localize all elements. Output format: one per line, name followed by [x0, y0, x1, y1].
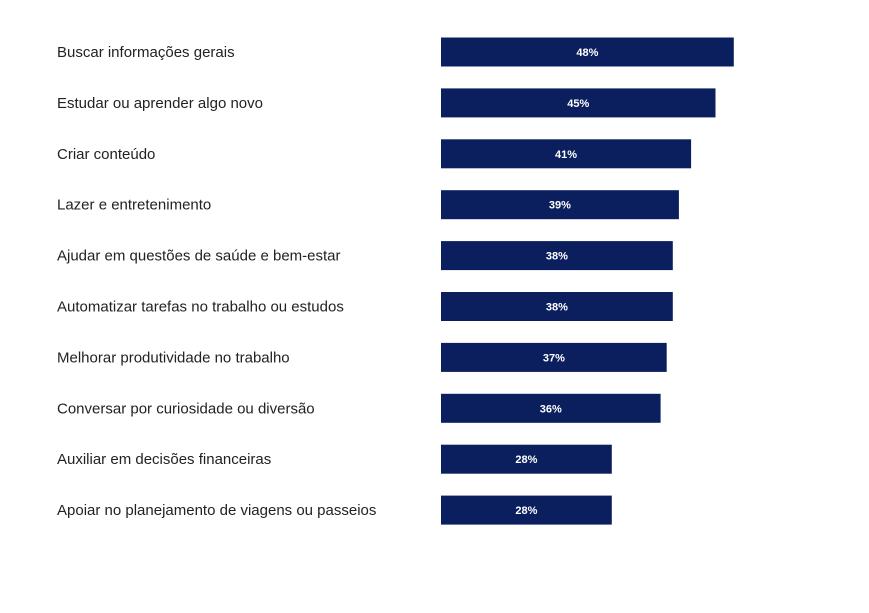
bar-value-label: 38%: [546, 302, 568, 314]
bar: [441, 342, 667, 372]
bars: [441, 37, 734, 525]
bar: [441, 241, 673, 271]
category-labels: Buscar informações gerais Estudar ou apre…: [57, 44, 376, 519]
category-label: Ajudar em questões de saúde e bem-estar: [57, 248, 341, 265]
bar: [441, 393, 661, 423]
bar-value-label: 28%: [515, 505, 537, 517]
category-label: Criar conteúdo: [57, 146, 155, 163]
bar: [441, 139, 692, 169]
bar-value-label: 36%: [540, 403, 562, 415]
bar: [441, 292, 673, 321]
bar-value-label: 28%: [515, 454, 537, 466]
bar-value-label: 48%: [576, 47, 598, 59]
bar: [441, 444, 612, 474]
bar: [441, 495, 612, 525]
bar-value-label: 37%: [543, 352, 565, 364]
category-label: Melhorar produtividade no trabalho: [57, 349, 290, 366]
bar: [441, 37, 734, 67]
bar-value-label: 41%: [555, 149, 577, 161]
category-label: Conversar por curiosidade ou diversão: [57, 400, 315, 417]
category-label: Auxiliar em decisões financeiras: [57, 451, 271, 468]
category-label: Lazer e entretenimento: [57, 197, 211, 214]
bar-value-label: 38%: [546, 251, 568, 263]
bar-value-label: 45%: [567, 98, 589, 110]
category-label: Apoiar no planejamento de viagens ou pas…: [57, 502, 376, 519]
bar-value-label: 39%: [549, 200, 571, 212]
category-label: Estudar ou aprender algo novo: [57, 95, 263, 112]
bar: [441, 88, 716, 118]
category-label: Automatizar tarefas no trabalho ou estud…: [57, 299, 344, 316]
value-labels: 48% 45% 41% 39% 38% 38% 37% 36% 28% 28%: [515, 47, 598, 517]
category-label: Buscar informações gerais: [57, 44, 235, 61]
bar: [441, 190, 679, 220]
